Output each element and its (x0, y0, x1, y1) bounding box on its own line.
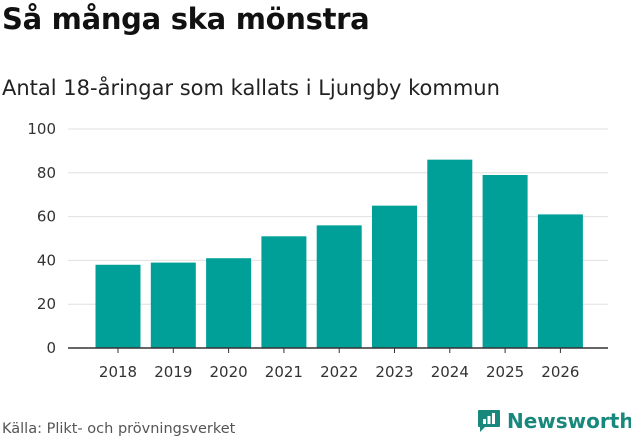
y-tick-label: 0 (46, 339, 56, 357)
bars (95, 159, 583, 348)
bar-chart: 0 20 40 60 80 100 2018 2019 2020 2021 2022 2023 202… (27, 120, 608, 381)
bar-2023 (372, 205, 417, 348)
y-tick-label: 20 (37, 295, 56, 313)
chart-subtitle: Antal 18-åringar som kallats i Ljungby k… (2, 76, 500, 100)
bar-2024 (427, 159, 473, 348)
newsworthy-logo-icon (478, 410, 500, 432)
brand-name: Newsworthy (507, 409, 631, 433)
bar-2021 (261, 236, 307, 348)
x-tick-label: 2024 (431, 363, 469, 381)
x-tick-label: 2020 (210, 363, 248, 381)
bar-2018 (95, 264, 141, 348)
x-tick-label: 2023 (375, 363, 413, 381)
y-tick-label: 40 (37, 251, 56, 269)
x-tick-label: 2026 (541, 363, 579, 381)
bar-2019 (150, 262, 196, 348)
x-tick-label: 2021 (265, 363, 303, 381)
source-note: Källa: Plikt- och prövningsverket (2, 421, 236, 437)
bar-2026 (537, 214, 583, 348)
y-tick-label: 80 (37, 164, 56, 182)
bar-2025 (482, 174, 528, 348)
y-tick-label: 100 (27, 120, 56, 138)
x-tick-label: 2018 (99, 363, 137, 381)
x-tick-label: 2025 (486, 363, 524, 381)
x-tick-label: 2022 (320, 363, 358, 381)
bar-2020 (206, 258, 252, 348)
brand-logo: Newsworthy (476, 408, 631, 434)
y-axis-ticks: 0 20 40 60 80 100 (27, 120, 56, 357)
bar-2022 (316, 225, 362, 348)
x-axis-ticks: 2018 2019 2020 2021 2022 2023 2024 2025 2026 (99, 348, 579, 381)
x-tick-label: 2019 (154, 363, 192, 381)
y-tick-label: 60 (37, 208, 56, 226)
chart-title: Så många ska mönstra (2, 2, 370, 36)
